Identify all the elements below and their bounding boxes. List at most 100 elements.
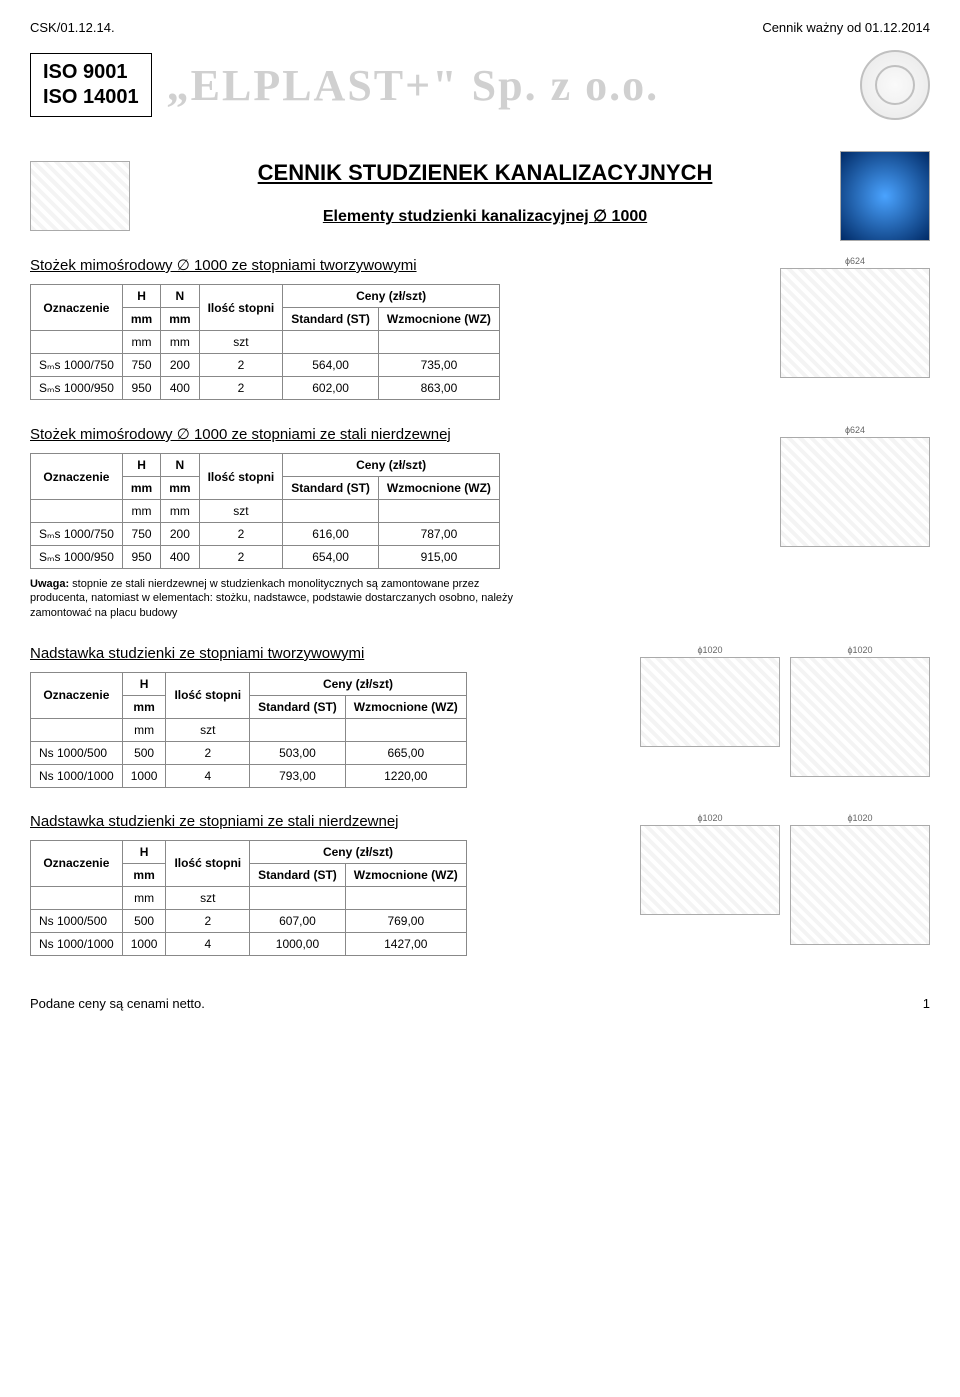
unit-mm: mm <box>161 331 199 354</box>
th-ceny: Ceny (zł/szt) <box>250 840 467 863</box>
table-row: Sₘs 1000/9509504002602,00863,00 <box>31 377 500 400</box>
table-row: Ns 1000/100010004793,001220,00 <box>31 764 467 787</box>
ring-drawing-4b <box>790 825 930 945</box>
table-cell: 4 <box>166 764 250 787</box>
table-cell: Sₘs 1000/750 <box>31 523 123 546</box>
unit-mm: mm <box>161 500 199 523</box>
table-row: Ns 1000/5005002607,00769,00 <box>31 909 467 932</box>
th-wzmocnione: Wzmocnione (WZ) <box>378 477 499 500</box>
section-ring-steel: Nadstawka studzienki ze stopniami ze sta… <box>30 813 930 956</box>
table-cell: 2 <box>199 546 283 569</box>
table-cell: 665,00 <box>345 741 466 764</box>
table-cell: 950 <box>122 546 160 569</box>
section2-table: Oznaczenie H N Ilość stopni Ceny (zł/szt… <box>30 453 500 569</box>
table-cell: 500 <box>122 909 166 932</box>
table-cell: 200 <box>161 523 199 546</box>
cone-render-right <box>840 151 930 241</box>
th-wzmocnione: Wzmocnione (WZ) <box>345 863 466 886</box>
th-h: H <box>122 672 166 695</box>
table-cell: 602,00 <box>283 377 379 400</box>
table-cell: 2 <box>166 741 250 764</box>
table-cell: 915,00 <box>378 546 499 569</box>
th-standard: Standard (ST) <box>250 695 346 718</box>
sub-title: Elementy studzienki kanalizacyjnej ∅ 100… <box>140 206 830 226</box>
table-cell: Sₘs 1000/950 <box>31 377 123 400</box>
table-row: Ns 1000/1000100041000,001427,00 <box>31 932 467 955</box>
dim-label-s1: ϕ624 <box>780 256 930 266</box>
brand-logo <box>860 50 930 120</box>
table-cell: Ns 1000/500 <box>31 741 123 764</box>
table-cell: Ns 1000/1000 <box>31 932 123 955</box>
footer: Podane ceny są cenami netto. 1 <box>30 996 930 1011</box>
iso-line-2: ISO 14001 <box>43 85 139 110</box>
th-oznaczenie: Oznaczenie <box>31 454 123 500</box>
section2-heading: Stożek mimośrodowy ∅ 1000 ze stopniami z… <box>30 425 530 443</box>
footer-page: 1 <box>923 996 930 1011</box>
table-row: Ns 1000/5005002503,00665,00 <box>31 741 467 764</box>
unit-szt: szt <box>199 500 283 523</box>
table-cell: 4 <box>166 932 250 955</box>
th-ceny: Ceny (zł/szt) <box>283 285 500 308</box>
section4-table: Oznaczenie H Ilość stopni Ceny (zł/szt) … <box>30 840 467 956</box>
th-n: N <box>161 285 199 308</box>
table-cell: 1000 <box>122 932 166 955</box>
brand-logo-inner <box>875 65 915 105</box>
table-cell: 200 <box>161 354 199 377</box>
th-mm: mm <box>122 695 166 718</box>
th-oznaczenie: Oznaczenie <box>31 285 123 331</box>
table-row: Sₘs 1000/7507502002564,00735,00 <box>31 354 500 377</box>
table-cell: 1220,00 <box>345 764 466 787</box>
section-cone-plastic: Stożek mimośrodowy ∅ 1000 ze stopniami t… <box>30 256 930 400</box>
th-ilosc: Ilość stopni <box>199 285 283 331</box>
th-ilosc: Ilość stopni <box>199 454 283 500</box>
th-ilosc: Ilość stopni <box>166 840 250 886</box>
th-wzmocnione: Wzmocnione (WZ) <box>345 695 466 718</box>
iso-box: ISO 9001 ISO 14001 <box>30 53 152 117</box>
unit-szt: szt <box>166 718 250 741</box>
th-oznaczenie: Oznaczenie <box>31 672 123 718</box>
table-cell: 1427,00 <box>345 932 466 955</box>
table-cell: 863,00 <box>378 377 499 400</box>
table-row: Sₘs 1000/9509504002654,00915,00 <box>31 546 500 569</box>
th-standard: Standard (ST) <box>283 477 379 500</box>
unit-mm: mm <box>122 886 166 909</box>
header-left: CSK/01.12.14. <box>30 20 115 35</box>
th-h: H <box>122 454 160 477</box>
brand-name: „ELPLAST+" Sp. z o.o. <box>167 60 659 111</box>
table-cell: 2 <box>166 909 250 932</box>
table-cell: 2 <box>199 354 283 377</box>
note-bold: Uwaga: <box>30 578 69 590</box>
cone-render-left <box>30 161 130 231</box>
table-cell: 564,00 <box>283 354 379 377</box>
dim-label-s4-left: ϕ1020 <box>640 813 780 823</box>
ring-drawing-3a <box>640 657 780 747</box>
header-right: Cennik ważny od 01.12.2014 <box>762 20 930 35</box>
th-ceny: Ceny (zł/szt) <box>283 454 500 477</box>
th-ilosc: Ilość stopni <box>166 672 250 718</box>
cone-drawing-1 <box>780 268 930 378</box>
table-cell: Ns 1000/500 <box>31 909 123 932</box>
table-cell: 2 <box>199 377 283 400</box>
table-cell: 616,00 <box>283 523 379 546</box>
document-header: CSK/01.12.14. Cennik ważny od 01.12.2014 <box>30 20 930 35</box>
table-cell: 750 <box>122 354 160 377</box>
table-cell: 2 <box>199 523 283 546</box>
ring-drawing-4a <box>640 825 780 915</box>
section1-table: Oznaczenie H N Ilość stopni Ceny (zł/szt… <box>30 284 500 400</box>
unit-szt: szt <box>166 886 250 909</box>
unit-mm: mm <box>122 500 160 523</box>
table-cell: 400 <box>161 546 199 569</box>
th-mm-n: mm <box>161 308 199 331</box>
th-mm-n: mm <box>161 477 199 500</box>
table-cell: 400 <box>161 377 199 400</box>
table-cell: 735,00 <box>378 354 499 377</box>
ring-drawing-3b <box>790 657 930 777</box>
table-cell: 950 <box>122 377 160 400</box>
table-cell: 1000,00 <box>250 932 346 955</box>
dim-label-s2: ϕ624 <box>780 425 930 435</box>
th-mm-h: mm <box>122 308 160 331</box>
cone-drawing-2 <box>780 437 930 547</box>
footer-left: Podane ceny są cenami netto. <box>30 996 205 1011</box>
section1-heading: Stożek mimośrodowy ∅ 1000 ze stopniami t… <box>30 256 500 274</box>
section2-note: Uwaga: stopnie ze stali nierdzewnej w st… <box>30 577 530 620</box>
